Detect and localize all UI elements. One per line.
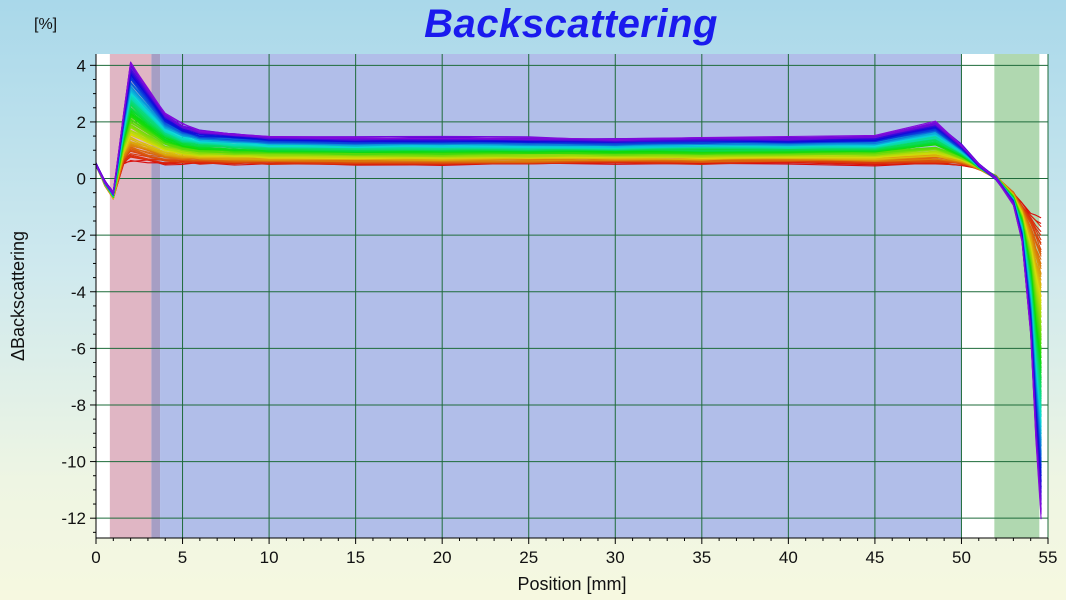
x-tick-label: 25 xyxy=(519,548,538,567)
x-tick-label: 20 xyxy=(433,548,452,567)
zones-layer xyxy=(109,54,1040,538)
middle-zone xyxy=(160,54,962,538)
x-tick-label: 50 xyxy=(952,548,971,567)
y-tick-label: -4 xyxy=(71,283,86,302)
y-tick-label: -6 xyxy=(71,339,86,358)
series-line xyxy=(95,109,1042,374)
x-tick-label: 40 xyxy=(779,548,798,567)
y-tick-label: -2 xyxy=(71,226,86,245)
series-layer xyxy=(95,61,1042,520)
x-tick-label: 0 xyxy=(91,548,100,567)
y-axis-label: ΔBackscattering xyxy=(8,231,28,361)
x-axis-label: Position [mm] xyxy=(517,574,626,594)
x-tick-label: 55 xyxy=(1039,548,1058,567)
y-tick-label: -10 xyxy=(61,453,86,472)
grid-layer xyxy=(96,54,1049,538)
y-tick-label: 2 xyxy=(77,113,86,132)
x-tick-label: 10 xyxy=(260,548,279,567)
y-unit-label: [%] xyxy=(34,16,58,33)
x-tick-label: 15 xyxy=(346,548,365,567)
x-tick-label: 30 xyxy=(606,548,625,567)
bottom-zone-edge xyxy=(151,54,161,538)
y-tick-label: -12 xyxy=(61,509,86,528)
y-tick-label: -8 xyxy=(71,396,86,415)
y-tick-label: 4 xyxy=(77,56,86,75)
x-tick-label: 35 xyxy=(692,548,711,567)
chart-title: Backscattering xyxy=(424,2,718,46)
x-tick-label: 5 xyxy=(178,548,187,567)
series-line xyxy=(95,62,1042,520)
y-tick-label: 0 xyxy=(77,170,86,189)
x-tick-label: 45 xyxy=(865,548,884,567)
